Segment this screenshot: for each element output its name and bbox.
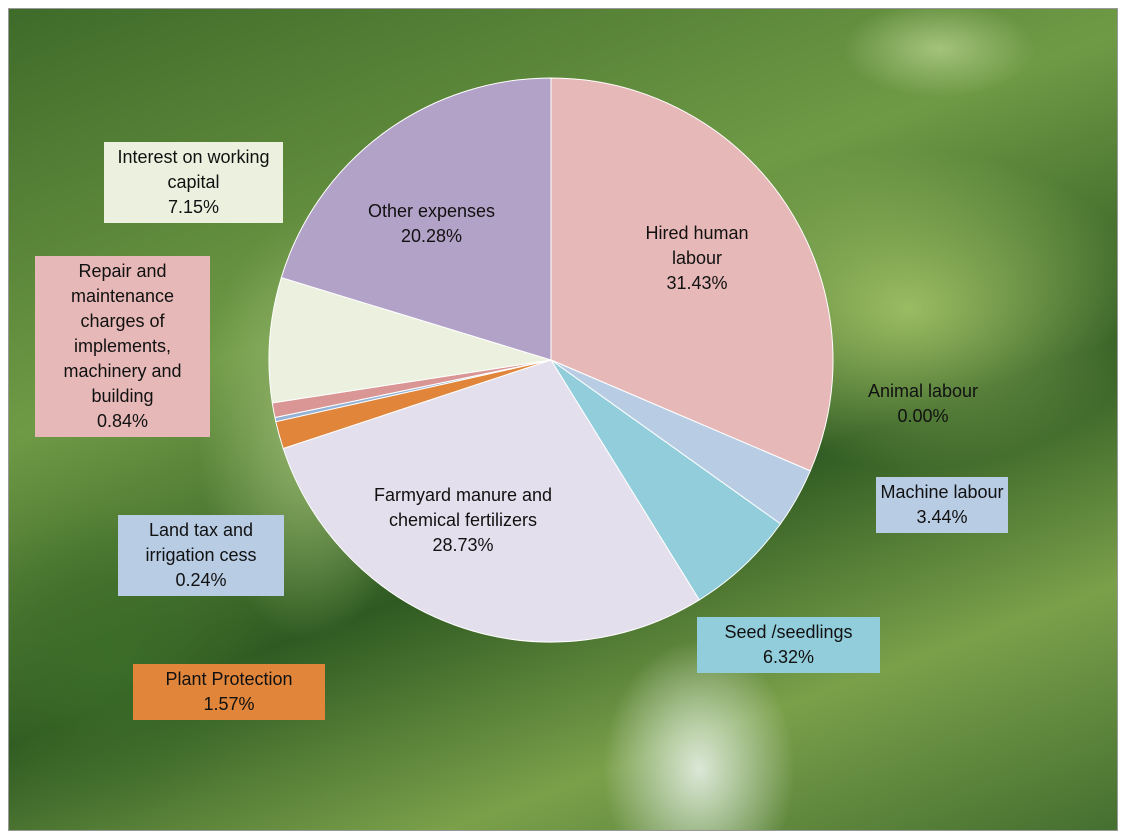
category-label: Plant Protection [137,667,321,692]
value-label: 28.73% [366,533,560,558]
value-label: 20.28% [342,224,521,249]
category-label: Machine labour [880,480,1004,505]
category-label: Animal labour [842,379,1004,404]
category-label: Interest on working capital [108,145,279,195]
category-label: Repair and maintenance charges of implem… [39,259,206,409]
value-label: 3.44% [880,505,1004,530]
category-label: Land tax and irrigation cess [122,518,280,568]
category-label: Seed /seedlings [701,620,876,645]
value-label: 1.57% [137,692,321,717]
data-label: Repair and maintenance charges of implem… [35,256,210,437]
category-label: Farmyard manure and chemical fertilizers [366,483,560,533]
value-label: 0.00% [842,404,1004,429]
value-label: 6.32% [701,645,876,670]
category-label: Other expenses [342,199,521,224]
value-label: 31.43% [626,271,768,296]
value-label: 7.15% [108,195,279,220]
value-label: 0.24% [122,568,280,593]
category-label: Hired human labour [626,221,768,271]
value-label: 0.84% [39,409,206,434]
data-label: Farmyard manure and chemical fertilizers… [362,480,564,561]
